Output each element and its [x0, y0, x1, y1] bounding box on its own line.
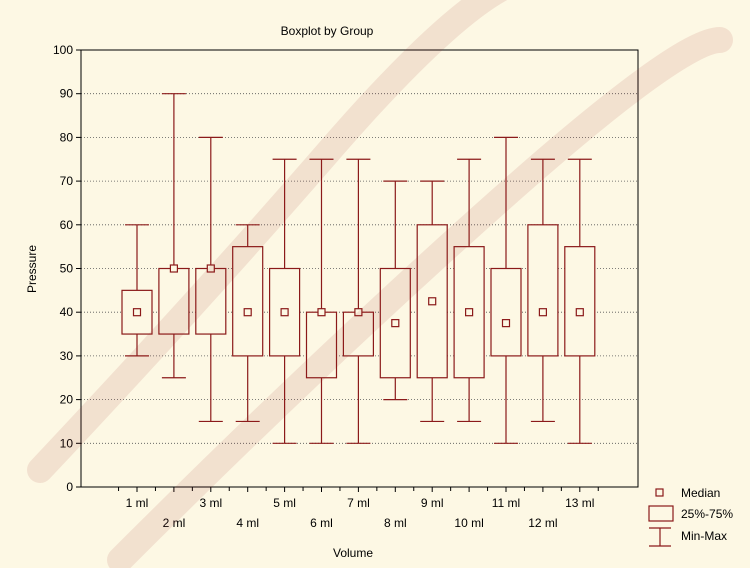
x-tick-label: 3 ml [199, 496, 222, 510]
median-marker [465, 308, 474, 317]
iqr-box [490, 267, 522, 357]
x-tick-label: 13 ml [565, 496, 594, 510]
x-axis-label: Volume [333, 546, 373, 560]
median-marker [243, 308, 252, 317]
iqr-box [342, 311, 374, 357]
x-tick-label: 8 ml [384, 516, 407, 530]
axes: 0 10 20 30 40 50 60 70 80 90 100 1 ml 2 ml 3 ml 4 ml 5 … [53, 43, 639, 530]
x-tick-label: 10 ml [454, 516, 483, 530]
median-marker [575, 308, 584, 317]
y-tick-label: 90 [60, 87, 74, 101]
y-tick-label: 40 [60, 305, 74, 319]
median-marker [206, 264, 215, 273]
x-tick-label: 5 ml [273, 496, 296, 510]
chart-title: Boxplot by Group [281, 24, 374, 38]
y-tick-label: 0 [66, 480, 73, 494]
median-marker [538, 308, 548, 317]
median-marker [280, 308, 289, 317]
iqr-box [527, 224, 559, 357]
median-marker [391, 319, 400, 328]
x-tick-label: 7 ml [347, 496, 370, 510]
median-marker [169, 264, 178, 273]
iqr-box [158, 267, 190, 335]
legend-median-symbol [655, 488, 664, 497]
y-tick-label: 60 [60, 218, 74, 232]
legend: Median 25%-75% Min-Max [648, 486, 733, 547]
box-series [121, 93, 596, 444]
iqr-box [564, 246, 596, 357]
iqr-box [195, 267, 227, 335]
x-tick-label: 9 ml [421, 496, 444, 510]
median-marker [428, 297, 437, 306]
y-tick-label: 100 [53, 43, 73, 57]
x-tick-label: 11 ml [492, 496, 520, 510]
iqr-box [121, 289, 153, 335]
y-tick-label: 10 [60, 436, 74, 450]
x-tick-label: 2 ml [163, 516, 186, 530]
y-tick-label: 50 [60, 262, 74, 276]
median-marker [317, 308, 326, 317]
y-axis-label: Pressure [25, 245, 39, 293]
median-marker [354, 308, 363, 317]
iqr-box [305, 311, 338, 379]
y-tick-label: 20 [60, 393, 74, 407]
y-tick-label: 30 [60, 349, 74, 363]
x-tick-label: 12 ml [528, 516, 557, 530]
iqr-box [232, 246, 264, 357]
legend-box-symbol [648, 505, 674, 522]
median-marker [132, 308, 142, 317]
y-tick-label: 80 [60, 130, 74, 144]
y-tick-label: 70 [60, 174, 74, 188]
x-tick-label: 6 ml [310, 516, 333, 530]
legend-label: 25%-75% [681, 507, 733, 521]
x-tick-label: 1 ml [126, 496, 149, 510]
x-tick-label: 4 ml [236, 516, 259, 530]
median-marker [501, 319, 511, 328]
legend-label: Median [681, 486, 720, 500]
legend-label: Min-Max [681, 529, 727, 543]
